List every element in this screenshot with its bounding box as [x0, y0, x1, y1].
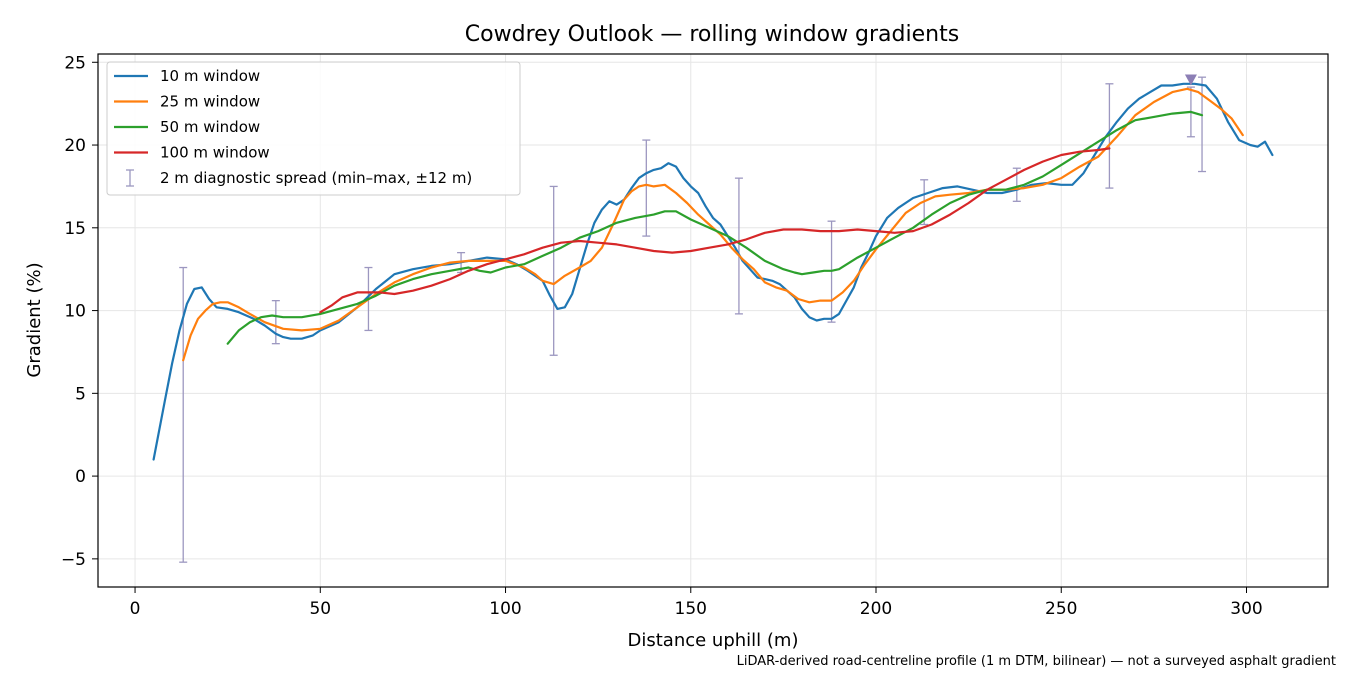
error-bar	[734, 177, 743, 315]
series-line-2	[182, 87, 1244, 362]
markers	[1184, 74, 1197, 86]
error-bar	[642, 139, 651, 237]
legend-entry: 10 m window	[114, 67, 260, 85]
x-axis-label: Distance uphill (m)	[628, 630, 799, 651]
legend-label: 25 m window	[160, 93, 260, 111]
legend-label: 10 m window	[160, 67, 260, 85]
x-tick-label: 150	[675, 599, 707, 619]
y-ticks: −5 0 5 10 15 20 25	[61, 53, 98, 570]
y-tick-label: 5	[75, 384, 86, 404]
error-bar	[1198, 76, 1207, 173]
peak-marker	[1184, 74, 1197, 86]
y-axis-label: Gradient (%)	[24, 262, 45, 377]
y-tick-label: 15	[64, 219, 86, 239]
y-tick-label: 25	[64, 53, 86, 73]
legend-entry: 25 m window	[114, 93, 260, 111]
y-tick-label: 10	[64, 302, 86, 322]
x-tick-label: 300	[1230, 599, 1262, 619]
y-tick-label: 20	[64, 136, 86, 156]
error-bar	[271, 299, 280, 345]
y-tick-label: 0	[75, 467, 86, 487]
x-tick-label: 50	[309, 599, 331, 619]
legend-entry: 100 m window	[114, 144, 270, 162]
legend-label: 2 m diagnostic spread (min–max, ±12 m)	[160, 169, 472, 187]
x-tick-label: 100	[489, 599, 521, 619]
series-lines	[152, 82, 1274, 461]
chart-title: Cowdrey Outlook — rolling window gradien…	[465, 22, 959, 47]
legend-entry: 50 m window	[114, 118, 260, 136]
legend-label: 50 m window	[160, 118, 260, 136]
y-tick-label: −5	[61, 550, 86, 570]
legend-box	[106, 61, 521, 196]
legend: 10 m window 25 m window 50 m window 100 m w…	[106, 61, 521, 196]
legend-entry: 2 m diagnostic spread (min–max, ±12 m)	[126, 169, 472, 187]
footnote: LiDAR-derived road-centreline profile (1…	[737, 654, 1336, 669]
error-bar	[549, 185, 558, 356]
series-line-4	[319, 147, 1111, 314]
x-ticks: 0 50 100 150 200 250 300	[130, 587, 1263, 619]
x-tick-label: 200	[860, 599, 892, 619]
series-line-1	[152, 82, 1274, 461]
x-tick-label: 0	[130, 599, 141, 619]
legend-label: 100 m window	[160, 144, 270, 162]
x-tick-label: 250	[1045, 599, 1077, 619]
series-line-3	[226, 110, 1204, 345]
plot-frame	[97, 53, 1329, 588]
